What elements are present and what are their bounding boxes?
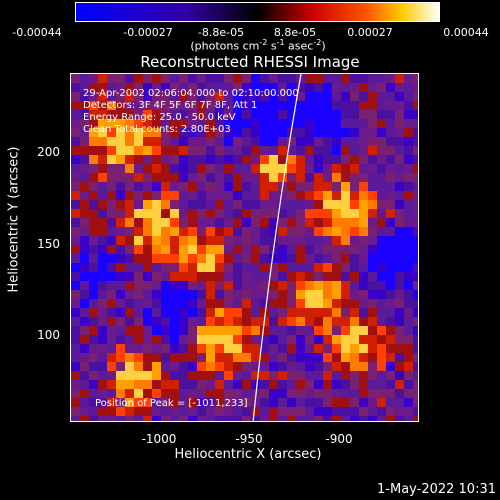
colorbar-tick-label: -0.00044 [12, 26, 62, 39]
colorbar-tick-label: 0.00044 [443, 26, 489, 39]
plot-title: Reconstructed RHESSI Image [140, 53, 360, 71]
plot-timestamp: 1-May-2022 10:31 [377, 482, 496, 497]
colorbar-gradient [76, 3, 439, 21]
y-tick-label: 150 [37, 237, 60, 251]
colorbar-units: (photons cm-2 s-1 asec-2) [190, 38, 326, 53]
y-axis-label: Heliocentric Y (arcsec) [6, 146, 22, 293]
x-tick-label: -1000 [141, 432, 177, 446]
colorbar-tick-label: -0.00027 [123, 26, 173, 39]
colorbar-tick-label: 0.00027 [347, 26, 393, 39]
clean-counts-annotation: Clean Total counts: 2.80E+03 [83, 124, 231, 135]
time-range-annotation: 29-Apr-2002 02:06:04.000 to 02:10:00.000 [83, 88, 299, 99]
x-axis-label: Heliocentric X (arcsec) [174, 447, 322, 462]
y-tick-label: 100 [37, 328, 60, 342]
image-plot-area: 29-Apr-2002 02:06:04.000 to 02:10:00.000… [70, 73, 419, 422]
detectors-annotation: Detectors: 3F 4F 5F 6F 7F 8F, Att 1 [83, 100, 258, 111]
x-tick-label: -900 [325, 432, 353, 446]
energy-range-annotation: Energy Range: 25.0 - 50.0 keV [83, 112, 236, 123]
peak-position-annotation: Position of Peak = [-1011,233] [95, 398, 248, 409]
rhessi-image-map [71, 74, 418, 421]
colorbar-tick-label: -8.8e-05 [197, 26, 245, 39]
colorbar-tick-label: 8.8e-05 [273, 26, 317, 39]
colorbar [75, 2, 440, 22]
solar-limb-line [252, 74, 302, 421]
y-tick-label: 200 [37, 145, 60, 159]
x-tick-label: -950 [235, 432, 263, 446]
